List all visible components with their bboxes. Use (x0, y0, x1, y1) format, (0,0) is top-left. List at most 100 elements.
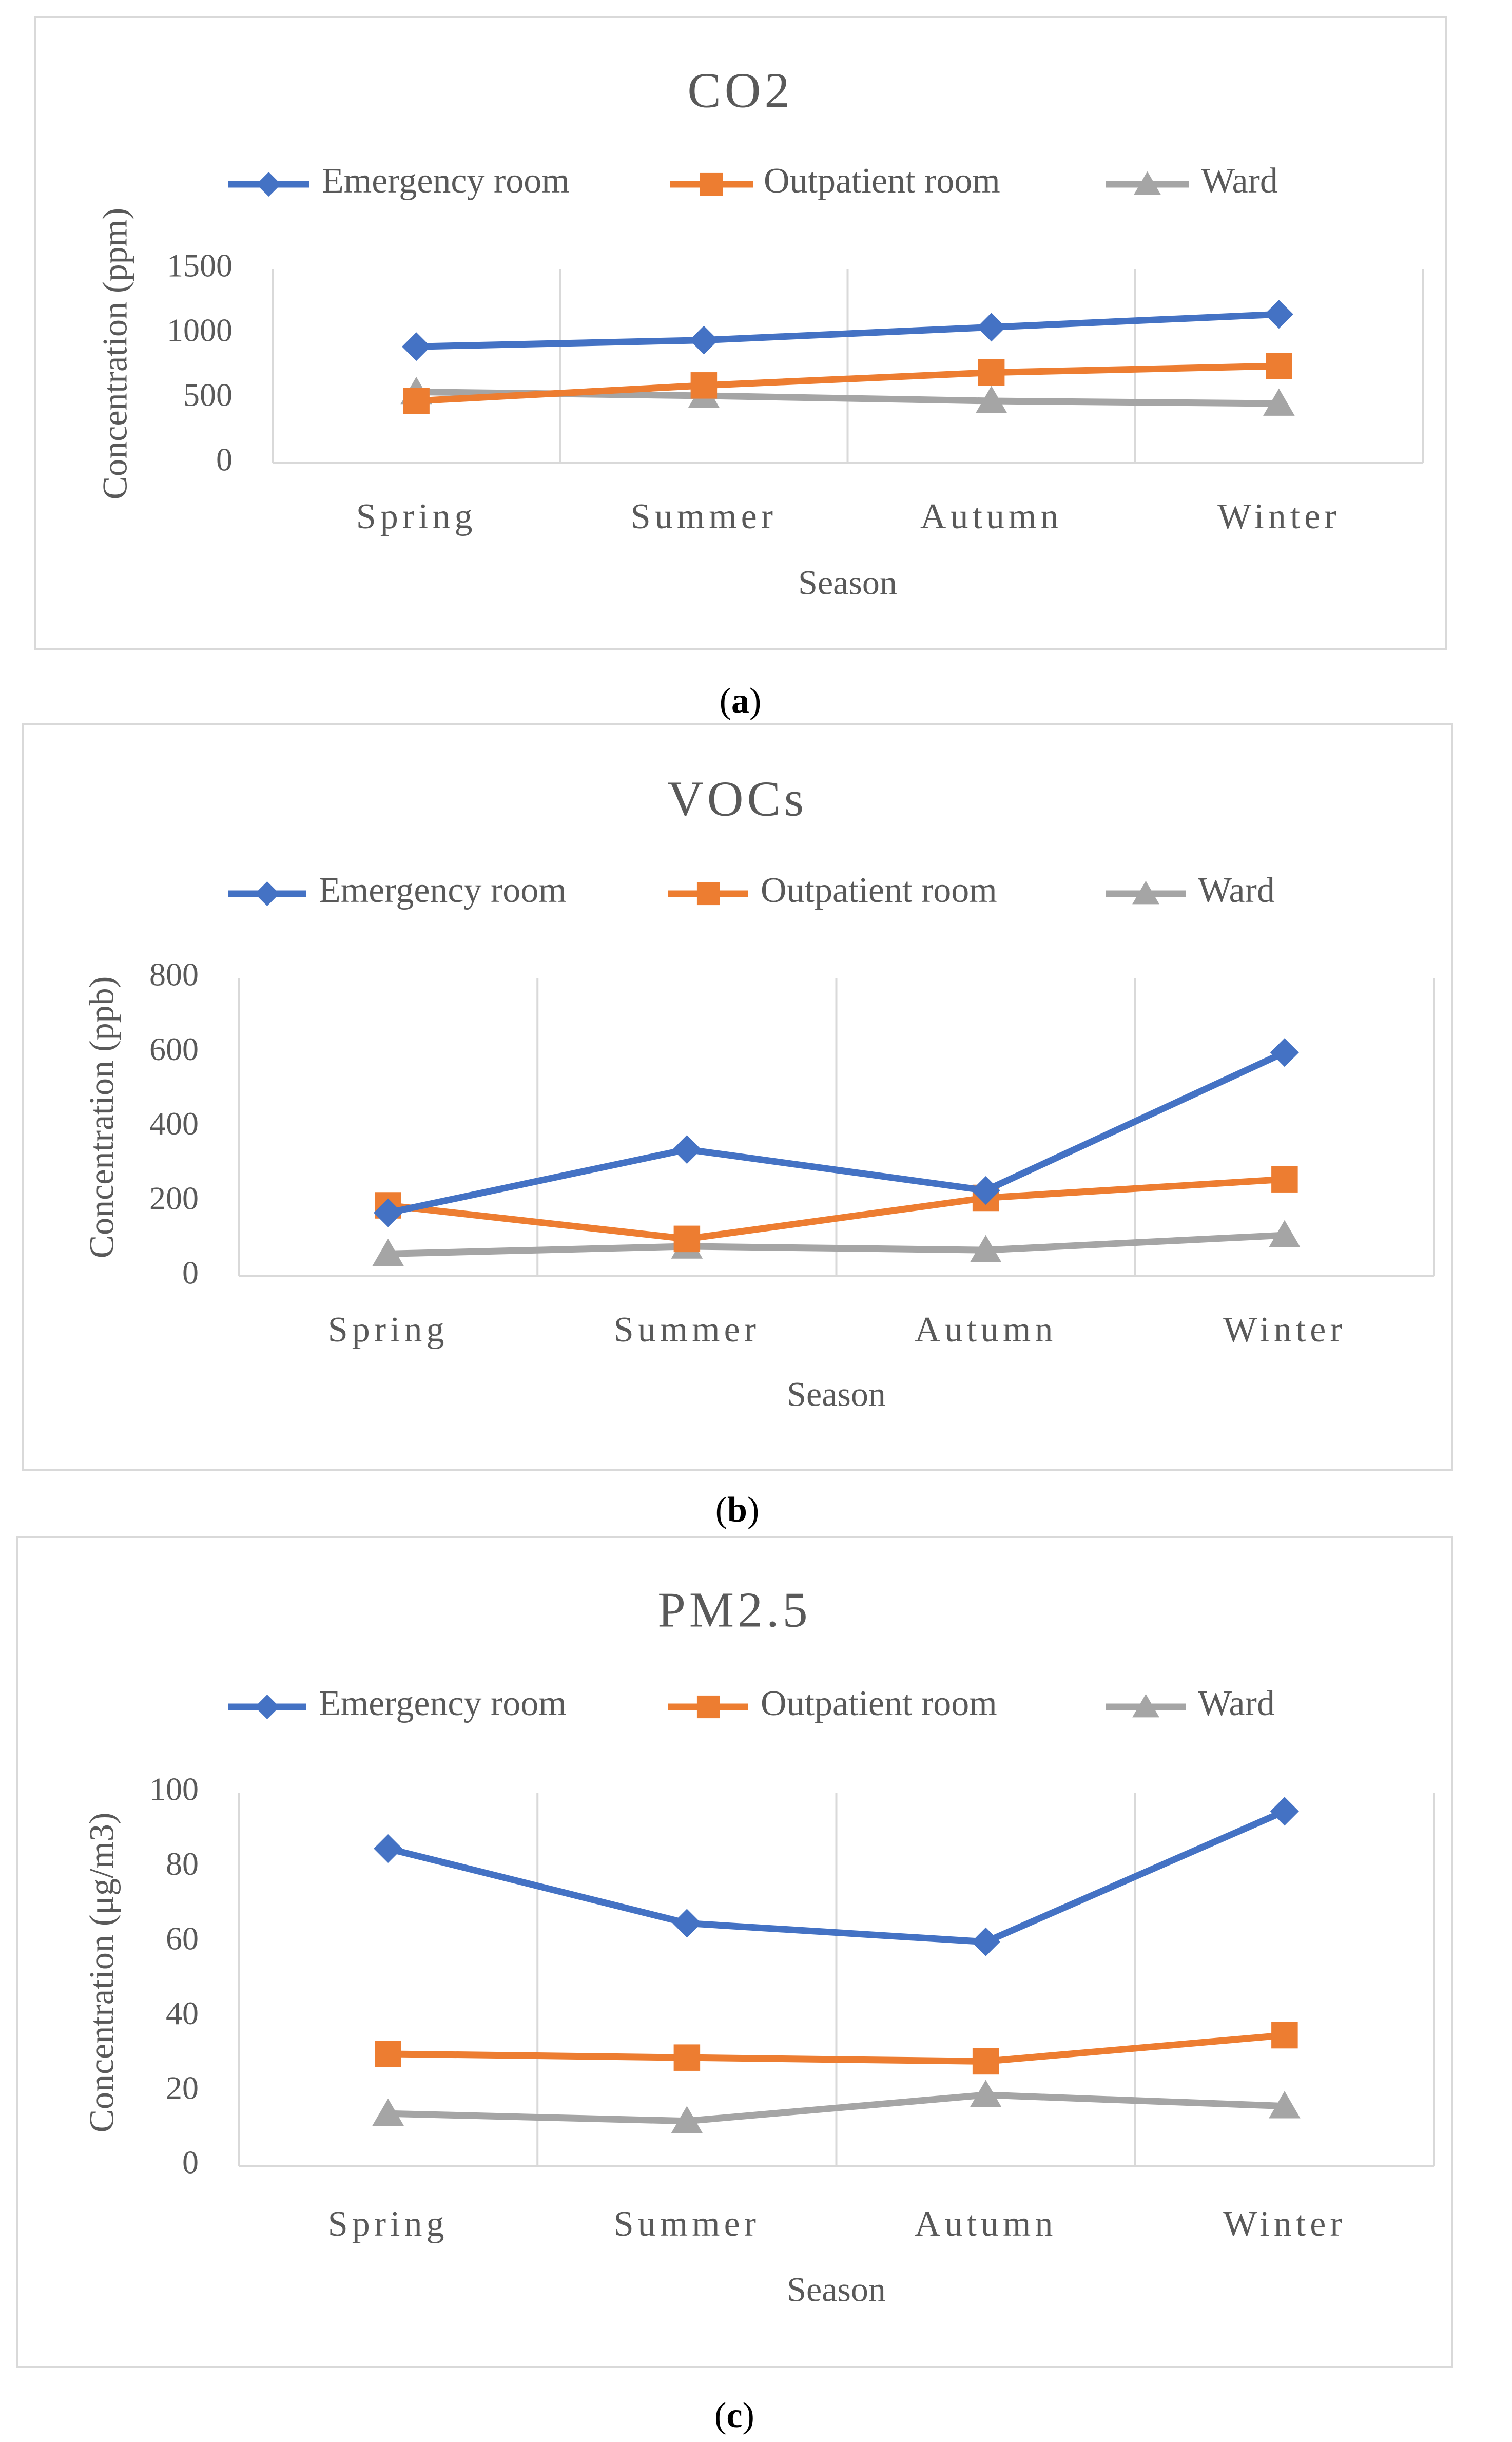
legend: Emergency room Outpatient room Ward (228, 871, 1275, 910)
legend-label: Ward (1198, 871, 1275, 910)
series-emergency-room (374, 1797, 1299, 1956)
chart-title: CO2 (687, 63, 793, 118)
series-outpatient-room (403, 353, 1292, 414)
figure-caption: (b) (715, 1490, 760, 1530)
legend-item-ward: Ward (1106, 161, 1278, 201)
legend-item-ward: Ward (1106, 1684, 1275, 1723)
y-tick-label: 0 (216, 441, 232, 478)
series-ward (372, 2080, 1301, 2133)
data-point-emergency-room-spring (374, 1834, 403, 1863)
x-tick-label: Spring (328, 2204, 449, 2244)
x-tick-label: Summer (614, 1310, 760, 1350)
y-tick-label: 1500 (167, 247, 232, 284)
data-point-emergency-room-summer (672, 1135, 702, 1164)
x-axis-label: Season (787, 1375, 886, 1414)
legend: Emergency room Outpatient room Ward (228, 161, 1278, 201)
series-outpatient-room (375, 1166, 1298, 1253)
y-tick-label: 0 (182, 1255, 199, 1291)
series-line-outpatient-room (384, 2032, 1288, 2065)
data-point-outpatient-room-summer (690, 372, 718, 399)
y-tick-label: 200 (149, 1180, 199, 1216)
series-line-emergency-room (413, 311, 1283, 350)
series-outpatient-room (375, 2022, 1298, 2075)
legend-label: Emergency room (322, 161, 570, 201)
data-point-ward-spring (372, 1239, 404, 1266)
legend-item-ward: Ward (1106, 871, 1275, 910)
series-line-outpatient-room (413, 362, 1283, 405)
y-tick-label: 500 (183, 377, 232, 413)
data-point-outpatient-room-autumn (972, 2048, 999, 2075)
caption-open-paren: ( (720, 681, 731, 721)
legend-label: Outpatient room (764, 161, 1000, 201)
x-tick-label: Autumn (915, 1310, 1057, 1350)
y-tick-label: 80 (166, 1845, 199, 1882)
data-point-ward-autumn (970, 2080, 1002, 2107)
legend-label: Emergency room (319, 871, 567, 910)
data-point-emergency-room-winter (1270, 1797, 1299, 1826)
chart-frame (34, 16, 1447, 650)
series-emergency-room (374, 1038, 1299, 1227)
data-point-ward-spring (372, 2098, 404, 2126)
x-tick-label: Spring (356, 497, 477, 536)
data-point-outpatient-room-winter (1266, 353, 1292, 379)
chart-title: PM2.5 (657, 1582, 811, 1638)
x-tick-label: Autumn (915, 2204, 1057, 2244)
legend-triangle-icon (1134, 171, 1161, 195)
legend-square-icon (700, 172, 723, 196)
legend-item-outpatient-room: Outpatient room (670, 161, 1000, 201)
data-point-emergency-room-winter (1270, 1038, 1299, 1067)
x-tick-label: Summer (614, 2204, 760, 2244)
legend-label: Ward (1198, 1684, 1275, 1723)
caption-open-paren: ( (715, 1490, 727, 1530)
data-point-emergency-room-spring (374, 1198, 403, 1227)
chart-panel-vocs: VOCs 0 200 400 600 800 Spring Summer Autumn Winte… (22, 723, 1453, 1530)
x-tick-label: Autumn (920, 497, 1062, 536)
y-tick-label: 100 (149, 1771, 199, 1808)
data-point-outpatient-room-summer (673, 1225, 701, 1253)
chart-frame (22, 723, 1453, 1471)
series-line-outpatient-room (384, 1176, 1288, 1242)
legend-diamond-icon (256, 172, 281, 197)
series-line-emergency-room (384, 1049, 1288, 1217)
series-line-ward (384, 1232, 1288, 1257)
data-point-outpatient-room-winter (1271, 2022, 1298, 2049)
data-point-emergency-room-autumn (977, 313, 1006, 342)
legend-square-icon (696, 1695, 720, 1719)
caption-close-paren: ) (749, 681, 761, 721)
data-point-emergency-room-summer (672, 1909, 702, 1938)
caption-letter: c (726, 2396, 742, 2435)
caption-close-paren: ) (747, 1490, 759, 1530)
legend-item-emergency-room: Emergency room (228, 871, 567, 910)
legend-triangle-icon (1132, 880, 1159, 905)
legend-square-icon (696, 882, 720, 906)
chart-panel-pm2-5: PM2.5 0 20 40 60 80 100 Spring Summer Autumn Winte… (16, 1536, 1453, 2435)
legend-diamond-icon (255, 881, 280, 906)
series-line-ward (384, 2091, 1288, 2125)
y-axis-label: Concentration (μg/m3) (82, 1813, 121, 2133)
y-tick-label: 400 (149, 1105, 199, 1142)
data-point-ward-winter (1263, 388, 1295, 416)
legend-label: Ward (1201, 161, 1278, 201)
legend-item-outpatient-room: Outpatient room (668, 1684, 997, 1723)
x-tick-label: Winter (1217, 497, 1341, 536)
x-tick-label: Summer (631, 497, 777, 536)
y-tick-label: 40 (166, 1995, 199, 2031)
y-tick-label: 1000 (167, 312, 232, 349)
data-point-outpatient-room-autumn (978, 359, 1005, 386)
y-tick-label: 20 (166, 2069, 199, 2106)
data-point-emergency-room-summer (689, 325, 719, 355)
data-point-outpatient-room-summer (673, 2044, 701, 2071)
x-tick-label: Spring (328, 1310, 449, 1350)
caption-close-paren: ) (743, 2396, 754, 2435)
x-axis-label: Season (787, 2270, 886, 2309)
legend-item-outpatient-room: Outpatient room (668, 871, 997, 910)
chart-frame (16, 1536, 1453, 2368)
data-point-emergency-room-winter (1264, 300, 1293, 329)
data-point-emergency-room-autumn (971, 1927, 1000, 1956)
legend: Emergency room Outpatient room Ward (228, 1684, 1275, 1723)
data-point-outpatient-room-spring (403, 388, 430, 414)
y-axis-label: Concentration (ppb) (82, 976, 121, 1259)
caption-letter: b (727, 1490, 747, 1530)
y-tick-label: 60 (166, 1920, 199, 1956)
